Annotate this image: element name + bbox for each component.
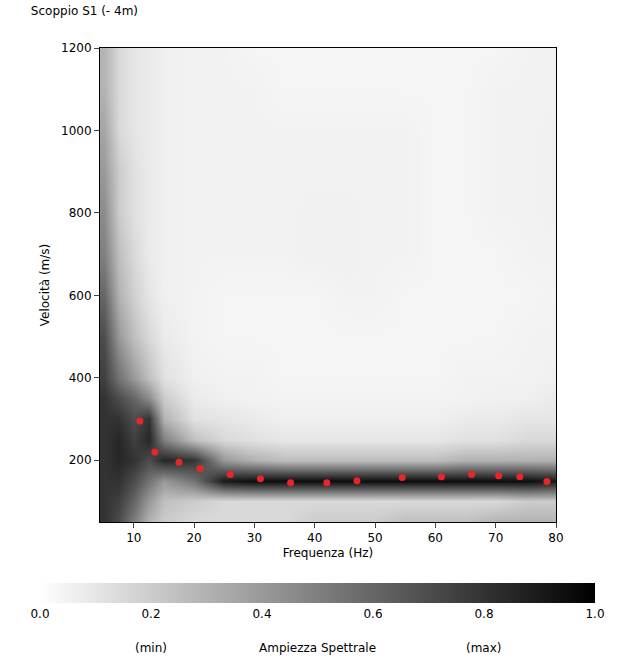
svg-text:80: 80 (548, 531, 563, 545)
svg-text:Scoppio S1 (- 4m): Scoppio S1 (- 4m) (31, 4, 138, 18)
svg-text:400: 400 (69, 371, 92, 385)
svg-text:0.2: 0.2 (141, 607, 160, 621)
svg-text:70: 70 (488, 531, 503, 545)
svg-text:800: 800 (69, 206, 92, 220)
svg-text:50: 50 (367, 531, 382, 545)
svg-text:(max): (max) (466, 641, 502, 655)
svg-text:600: 600 (69, 289, 92, 303)
svg-text:0.4: 0.4 (252, 607, 271, 621)
svg-text:0.6: 0.6 (363, 607, 382, 621)
svg-text:60: 60 (428, 531, 443, 545)
svg-text:20: 20 (186, 531, 201, 545)
svg-text:1.0: 1.0 (585, 607, 604, 621)
svg-text:Ampiezza Spettrale: Ampiezza Spettrale (259, 641, 376, 655)
svg-text:30: 30 (247, 531, 262, 545)
svg-text:0.0: 0.0 (30, 607, 49, 621)
svg-text:Velocità (m/s): Velocità (m/s) (38, 244, 52, 327)
svg-text:Frequenza (Hz): Frequenza (Hz) (283, 546, 373, 560)
svg-text:0.8: 0.8 (474, 607, 493, 621)
svg-text:10: 10 (126, 531, 141, 545)
svg-text:200: 200 (69, 453, 92, 467)
svg-text:(min): (min) (135, 641, 167, 655)
svg-text:40: 40 (307, 531, 322, 545)
svg-text:1200: 1200 (61, 41, 92, 55)
svg-text:1000: 1000 (61, 124, 92, 138)
